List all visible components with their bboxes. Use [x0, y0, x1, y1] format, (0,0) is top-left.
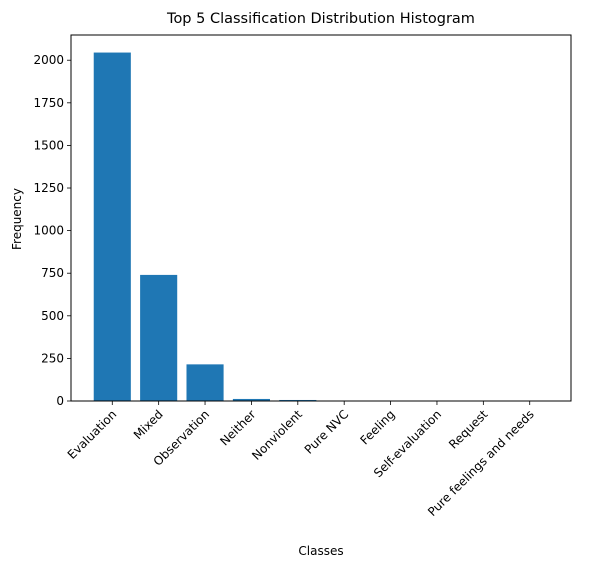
- y-tick-label: 0: [56, 394, 64, 408]
- x-tick-label: Feeling: [357, 407, 397, 447]
- x-tick-label: Mixed: [131, 407, 166, 442]
- y-tick-label: 250: [41, 351, 64, 365]
- y-tick-label: 1500: [33, 138, 64, 152]
- y-tick-label: 1750: [33, 96, 64, 110]
- y-axis-ticks: 0 250 500 750 1000 1250 1500 1750 2000: [33, 53, 71, 408]
- bars: [93, 52, 549, 401]
- y-tick-label: 1000: [33, 224, 64, 238]
- bar-observation: [186, 364, 224, 401]
- y-tick-label: 1250: [33, 181, 64, 195]
- x-tick-label: Pure NVC: [302, 407, 352, 457]
- x-tick-label: Evaluation: [65, 407, 120, 462]
- bar-evaluation: [93, 52, 131, 401]
- y-tick-label: 500: [41, 309, 64, 323]
- y-axis-label: Frequency: [10, 188, 24, 250]
- bar-neither: [232, 398, 270, 401]
- x-axis-label: Classes: [298, 544, 343, 558]
- x-tick-label: Nonviolent: [249, 407, 305, 463]
- y-tick-label: 2000: [33, 53, 64, 67]
- bar-nonviolent: [279, 399, 317, 401]
- bar-mixed: [140, 274, 178, 401]
- x-tick-label: Neither: [217, 407, 258, 448]
- y-tick-label: 750: [41, 266, 64, 280]
- chart-title: Top 5 Classification Distribution Histog…: [166, 11, 475, 27]
- x-tick-label: Request: [446, 407, 491, 452]
- plot-frame: [70, 34, 572, 402]
